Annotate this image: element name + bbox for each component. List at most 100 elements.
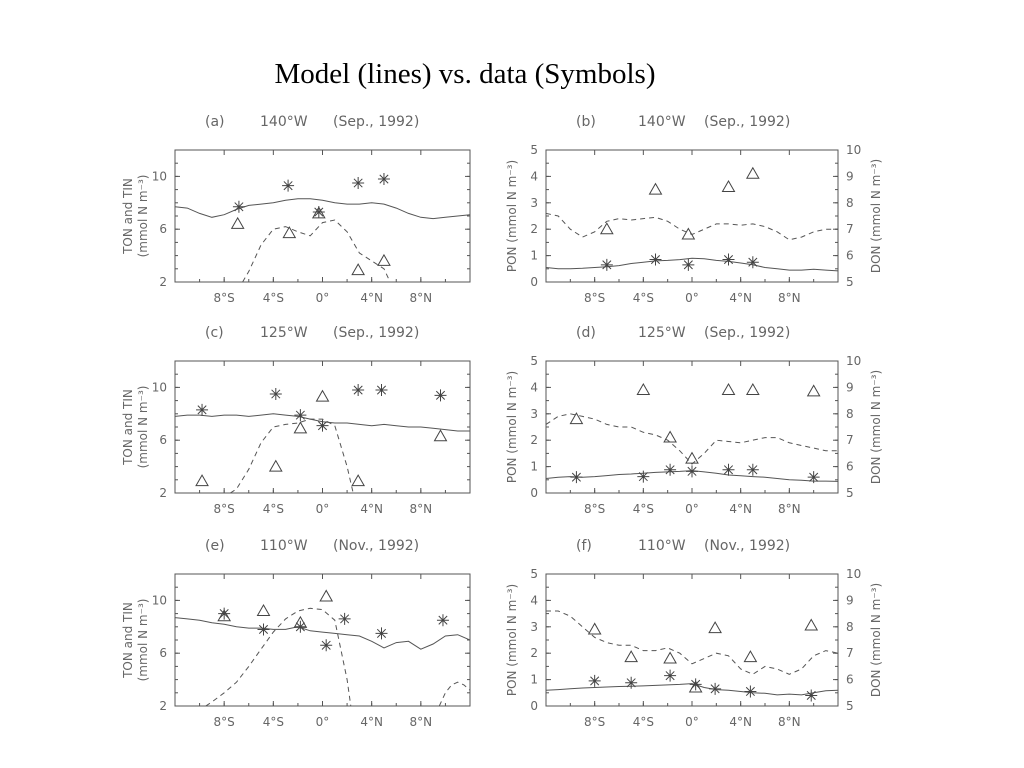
y-tick-label: 10 — [152, 169, 167, 183]
triangle-marker — [681, 227, 696, 240]
star-marker — [664, 463, 677, 476]
triangle-marker — [587, 622, 602, 635]
dashed-model-line — [546, 413, 838, 465]
star-markers — [600, 253, 759, 271]
solid-model-line — [175, 617, 470, 650]
x-tick-label: 4°N — [360, 502, 383, 516]
triangle-marker — [319, 589, 334, 602]
x-tick-label: 4°S — [263, 291, 284, 305]
triangle-marker — [688, 680, 703, 693]
triangle-marker — [569, 412, 584, 425]
panel-label: (b) — [576, 114, 596, 130]
plot-frame — [545, 149, 839, 283]
star-marker — [320, 639, 333, 652]
triangle-marker — [195, 474, 209, 487]
y2-tick-label: 7 — [846, 646, 854, 660]
triangle-marker — [268, 459, 283, 472]
y-tick-label: 1 — [530, 673, 538, 687]
y-tick-label: 6 — [159, 433, 167, 447]
triangle-marker — [351, 263, 366, 276]
star-markers — [588, 669, 818, 702]
panel-d: (d) 125°W (Sep., 1992) 8°S 4°S 0° 4°N 8°N 0 1 2 3 4 5… — [505, 325, 883, 516]
y2-tick-label: 10 — [846, 567, 861, 581]
x-tick-label: 4°S — [633, 715, 654, 729]
y-axis-label: TON and TIN — [121, 389, 135, 466]
y-tick-label: 2 — [530, 222, 538, 236]
triangle-marker — [351, 474, 366, 487]
x-tick-label: 4°S — [633, 291, 654, 305]
panel-label: (d) — [576, 325, 596, 341]
series-lines — [546, 212, 838, 272]
triangle-marker — [230, 216, 245, 229]
x-tick-label: 4°S — [263, 715, 284, 729]
y-tick-label: 0 — [530, 275, 538, 289]
y-tick-label: 2 — [530, 646, 538, 660]
star-marker — [436, 614, 449, 627]
star-marker — [257, 623, 270, 636]
dashed-model-line — [438, 681, 470, 706]
triangle-marker — [663, 430, 677, 443]
x-tick-label: 4°S — [633, 502, 654, 516]
triangle-marker — [648, 182, 663, 195]
x-tick-label: 8°N — [778, 715, 801, 729]
star-marker — [746, 256, 759, 269]
y-tick-label: 5 — [530, 567, 538, 581]
solid-model-line — [546, 683, 838, 696]
triangle-markers — [599, 166, 760, 240]
y-tick-label: 2 — [530, 433, 538, 447]
panel-period: (Sep., 1992) — [704, 325, 790, 341]
triangle-marker — [804, 618, 819, 631]
y-tick-label: 2 — [159, 699, 167, 713]
y2-tick-label: 6 — [846, 249, 854, 263]
triangle-marker — [743, 650, 758, 663]
star-marker — [686, 465, 698, 478]
star-marker — [218, 607, 231, 620]
triangle-marker — [315, 389, 330, 402]
x-tick-label: 8°S — [584, 715, 605, 729]
panel-f: (f) 110°W (Nov., 1992) 8°S 4°S 0° 4°N 8°N 0 1 2 3 4 5… — [505, 538, 883, 729]
star-marker — [375, 384, 388, 397]
star-marker — [377, 173, 390, 186]
x-tick-label: 8°S — [214, 715, 235, 729]
x-tick-label: 8°N — [410, 715, 433, 729]
x-tick-label: 4°N — [729, 715, 752, 729]
star-markers — [232, 173, 390, 219]
y2-tick-label: 9 — [846, 593, 854, 607]
panel-label: (c) — [205, 325, 224, 341]
y-tick-label: 2 — [159, 275, 167, 289]
panel-location: 140°W — [638, 114, 686, 130]
star-marker — [282, 179, 295, 192]
y-axis-label: PON (mmol N m⁻³) — [505, 584, 519, 696]
x-tick-label: 0° — [316, 715, 330, 729]
page-title: Model (lines) vs. data (Symbols) — [274, 58, 656, 90]
star-marker — [316, 419, 329, 432]
y-tick-label: 4 — [530, 380, 538, 394]
x-tick-label: 4°N — [729, 291, 752, 305]
triangle-marker — [282, 226, 297, 239]
x-tick-label: 8°S — [214, 502, 235, 516]
y-tick-label: 10 — [152, 593, 167, 607]
y2-axis-label: DON (mmol N m⁻³) — [869, 159, 883, 273]
star-marker — [649, 253, 662, 266]
y2-tick-label: 8 — [846, 407, 854, 421]
star-marker — [805, 689, 818, 702]
y-tick-label: 6 — [159, 646, 167, 660]
star-marker — [294, 620, 307, 633]
star-marker — [570, 471, 583, 484]
triangle-markers — [569, 383, 821, 464]
triangle-marker — [624, 650, 639, 663]
solid-model-line — [175, 198, 470, 220]
triangle-marker — [721, 179, 736, 192]
triangle-marker — [663, 651, 677, 664]
star-marker — [722, 253, 735, 266]
x-tick-label: 0° — [316, 291, 330, 305]
star-marker — [294, 409, 307, 422]
y-tick-label: 6 — [159, 222, 167, 236]
y-axis-label: PON (mmol N m⁻³) — [505, 371, 519, 483]
y2-axis-label: DON (mmol N m⁻³) — [869, 370, 883, 484]
panel-label: (e) — [205, 538, 225, 554]
star-marker — [375, 627, 388, 640]
y2-tick-label: 6 — [846, 460, 854, 474]
y-tick-label: 10 — [152, 380, 167, 394]
series-lines — [175, 198, 470, 282]
